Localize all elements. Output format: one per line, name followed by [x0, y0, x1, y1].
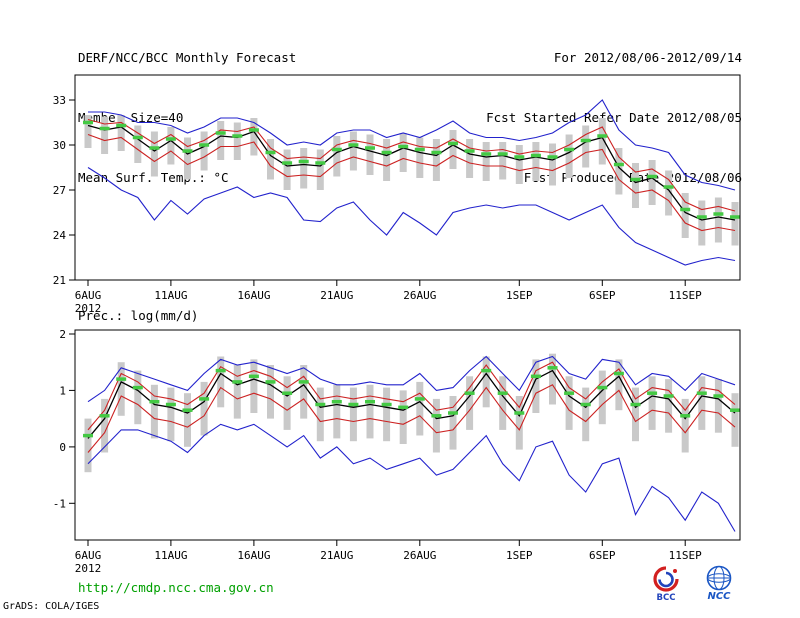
svg-text:6AUG: 6AUG: [75, 289, 102, 302]
svg-text:11AUG: 11AUG: [154, 549, 187, 562]
svg-text:11AUG: 11AUG: [154, 289, 187, 302]
svg-text:6SEP: 6SEP: [589, 289, 616, 302]
svg-text:21AUG: 21AUG: [320, 549, 353, 562]
grads-credit: GrADS: COLA/IGES: [3, 601, 100, 612]
bcc-logo-text: BCC: [657, 593, 676, 602]
ncc-logo-text: NCC: [707, 591, 731, 602]
svg-text:11SEP: 11SEP: [669, 289, 702, 302]
svg-text:26AUG: 26AUG: [403, 549, 436, 562]
svg-text:0: 0: [59, 441, 66, 454]
header-left: DERF/NCC/BCC Monthly Forecast Member Siz…: [78, 8, 296, 228]
svg-text:2: 2: [59, 328, 66, 341]
svg-text:6SEP: 6SEP: [589, 549, 616, 562]
svg-text:1: 1: [59, 384, 66, 397]
svg-text:16AUG: 16AUG: [237, 289, 270, 302]
svg-text:2012: 2012: [75, 562, 102, 575]
page-title: DERF/NCC/BCC Monthly Forecast: [78, 50, 297, 65]
svg-text:1SEP: 1SEP: [506, 549, 533, 562]
bcc-logo: BCC: [653, 566, 679, 602]
svg-text:27: 27: [53, 184, 66, 197]
svg-text:6AUG: 6AUG: [75, 549, 102, 562]
svg-text:-1: -1: [53, 497, 66, 510]
svg-text:1SEP: 1SEP: [506, 289, 533, 302]
svg-text:16AUG: 16AUG: [237, 549, 270, 562]
svg-text:26AUG: 26AUG: [403, 289, 436, 302]
ncc-logo: NCC: [706, 565, 732, 602]
website-url: http://cmdp.ncc.cma.gov.cn: [78, 580, 274, 595]
svg-text:21AUG: 21AUG: [320, 289, 353, 302]
svg-text:33: 33: [53, 94, 66, 107]
forecast-range-label: For 2012/08/06-2012/09/14: [553, 50, 742, 65]
svg-text:11SEP: 11SEP: [669, 549, 702, 562]
logo-area: BCC NCC: [650, 564, 742, 602]
svg-text:21: 21: [53, 274, 66, 287]
temp-variable-label: Mean Surf. Temp.: °C: [78, 170, 229, 185]
svg-text:30: 30: [53, 139, 66, 152]
svg-text:24: 24: [53, 229, 67, 242]
svg-text:2012: 2012: [75, 302, 102, 315]
refer-date-label: Fcst Started Refer Date 2012/08/05: [486, 110, 742, 125]
precip-variable-label: Prec.: log(mm/d): [78, 308, 199, 323]
